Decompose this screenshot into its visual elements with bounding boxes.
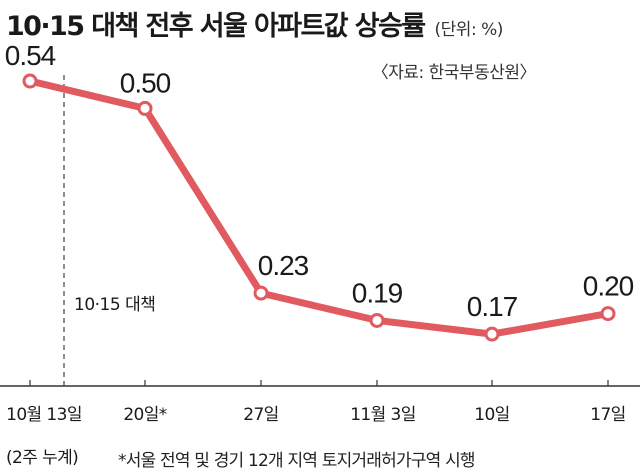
category-label-5: 17일 (590, 405, 625, 425)
value-label-5: 0.20 (583, 271, 634, 302)
data-point-1 (137, 100, 153, 116)
category-label-4: 10일 (474, 405, 509, 425)
chart-title: 10·15 대책 전후 서울 아파트값 상승률 (6, 11, 426, 42)
source-label: 〈자료: 한국부동산원〉 (371, 63, 537, 83)
value-label-2: 0.23 (258, 250, 309, 281)
value-label-0: 0.54 (5, 40, 56, 71)
footnote: *서울 전역 및 경기 12개 지역 토지거래허가구역 시행 (118, 451, 476, 471)
unit-label: (단위: %) (434, 20, 504, 40)
category-label-3: 11월 3일 (350, 405, 416, 425)
data-point-3 (369, 312, 385, 328)
data-point-2 (253, 285, 269, 301)
value-label-4: 0.17 (467, 291, 518, 322)
annotation-label: 10·15 대책 (74, 295, 155, 315)
category-sublabel-0: (2주 누계) (6, 448, 78, 468)
data-point-5 (600, 306, 616, 322)
data-point-0 (22, 73, 38, 89)
category-label-2: 27일 (243, 405, 278, 425)
series-line (26, 77, 612, 338)
value-label-3: 0.19 (352, 277, 403, 308)
category-label-0: 10월 13일 (6, 405, 82, 425)
category-label-1: 20일* (123, 405, 166, 425)
value-label-1: 0.50 (120, 67, 171, 98)
title-row: 10·15 대책 전후 서울 아파트값 상승률 (단위: %) (6, 4, 503, 43)
data-point-4 (484, 326, 500, 342)
